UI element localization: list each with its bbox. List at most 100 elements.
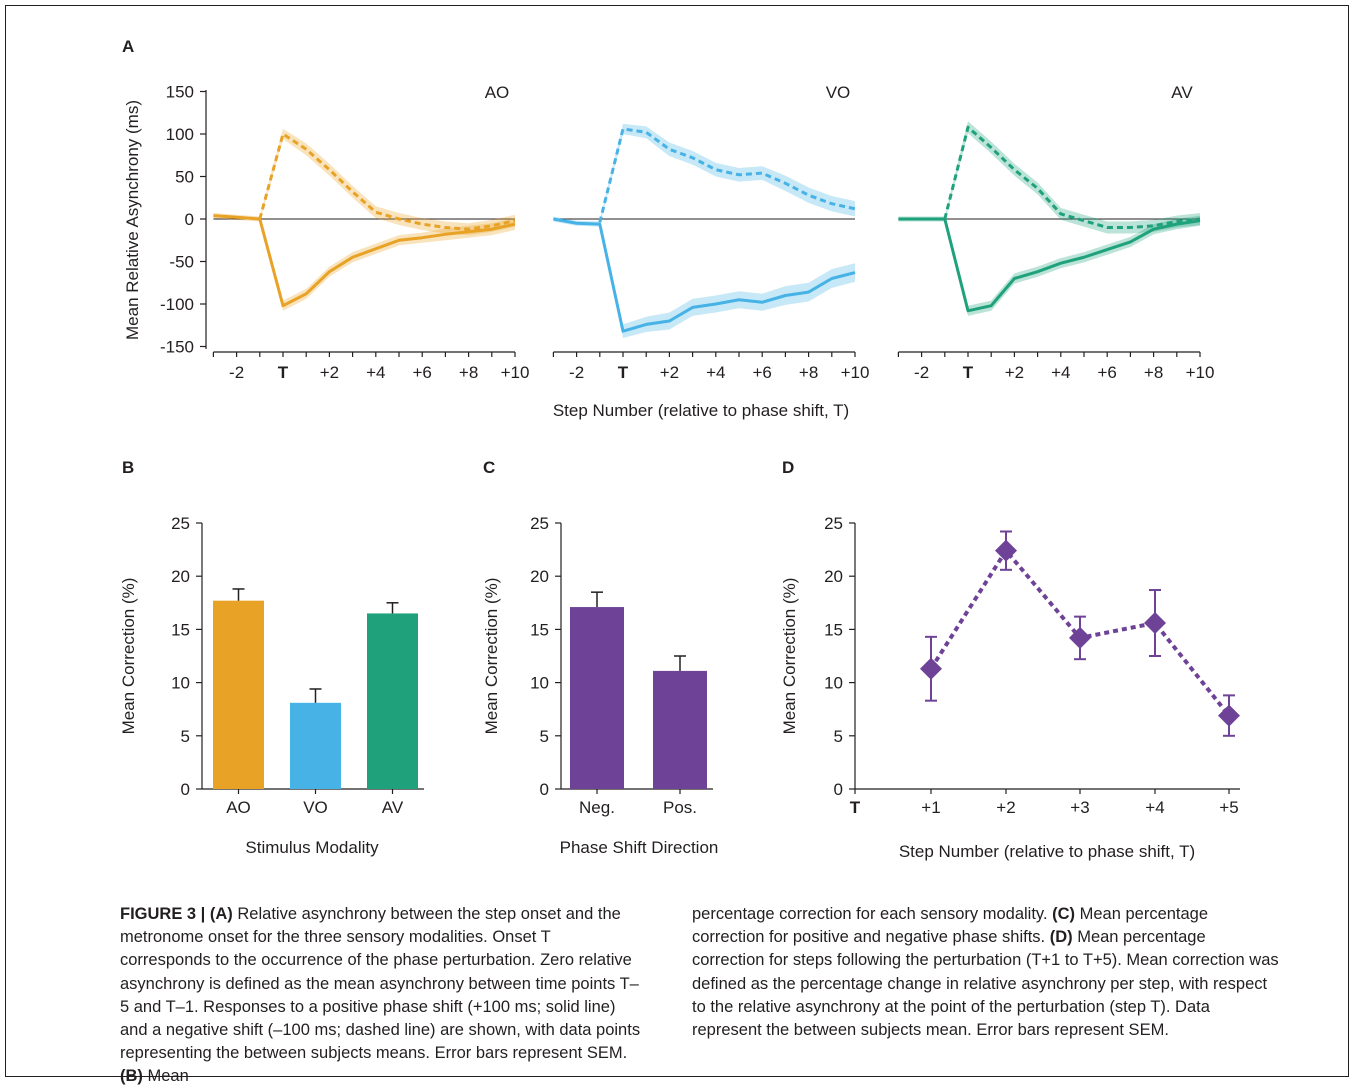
- y-tick-label: 10: [824, 674, 843, 693]
- panel-a-ytick-label: 50: [175, 168, 194, 187]
- panel-d-letter: D: [782, 458, 794, 477]
- x-tick-label: +6: [413, 363, 432, 382]
- y-tick-label: 15: [171, 620, 190, 639]
- subplot-title: VO: [826, 83, 851, 102]
- x-tick-label: +4: [366, 363, 385, 382]
- figure-frame: [5, 5, 1349, 1077]
- bar-av: [367, 613, 418, 789]
- sem-band-solid: [213, 213, 515, 311]
- panel-a-letter: A: [122, 37, 134, 56]
- x-tick-label: +8: [459, 363, 478, 382]
- panel-a-ytick-label: 150: [166, 83, 194, 102]
- panel-a-subplot-ao: -2 T +2 +4 +6 +8 +10 AO: [212, 83, 530, 382]
- y-tick-label: 25: [824, 514, 843, 533]
- figure-label: FIGURE 3 |: [120, 905, 206, 923]
- x-tick-label: +4: [1145, 798, 1164, 817]
- y-tick-label: 20: [171, 567, 190, 586]
- bar-ao: [213, 600, 264, 789]
- panel-b-chart: 25 20 15 10 5 0 AO VO AV: [171, 514, 424, 817]
- panel-a-ytick-label: -150: [160, 338, 194, 357]
- panel-b-letter: B: [122, 458, 134, 477]
- x-tick-label: +2: [320, 363, 339, 382]
- panel-a-ytick-label: -50: [169, 253, 194, 272]
- panel-a-plots: -2 T +2 +4 +6 +8 +10 AO -2 T +2 +4 +6 +8 +10 VO -2 T +2 +4 +…: [212, 83, 1215, 382]
- panel-c-chart: 25 20 15 10 5 0 Neg. Pos.: [530, 514, 713, 817]
- caption-b-tag: (B): [120, 1067, 143, 1086]
- subplot-title: AO: [485, 83, 510, 102]
- panel-c-letter: C: [483, 458, 495, 477]
- diamond-marker: [995, 539, 1017, 562]
- x-tick-label: +10: [501, 363, 530, 382]
- diamond-marker: [1144, 612, 1166, 635]
- x-tick-label: -2: [914, 363, 929, 382]
- x-tick-label: +10: [1186, 363, 1215, 382]
- panel-c-ylabel: Mean Correction (%): [482, 578, 501, 735]
- y-tick-label: 20: [824, 567, 843, 586]
- caption-b-text-left: Mean: [142, 1067, 189, 1086]
- x-tick-label: T: [278, 363, 289, 382]
- x-tick-label: +2: [660, 363, 679, 382]
- x-tick-label: +8: [1144, 363, 1163, 382]
- x-tick-label: VO: [303, 798, 328, 817]
- panel-b-ylabel: Mean Correction (%): [119, 578, 138, 735]
- caption-a-text: Relative asynchrony between the step ons…: [120, 905, 641, 1063]
- caption-right-column: percentage correction for each sensory m…: [692, 903, 1282, 1042]
- panel-a-ytick-label: -100: [160, 295, 194, 314]
- panel-a-axes: 150 100 50 0 -50 -100 -150 Mean Relative Async…: [123, 83, 849, 421]
- series-line-dashed: [258, 132, 516, 231]
- caption-c-tag: (C): [1052, 905, 1076, 923]
- y-tick-label: 5: [540, 727, 549, 746]
- y-tick-label: 0: [834, 780, 843, 799]
- panel-b-xlabel: Stimulus Modality: [245, 838, 379, 857]
- y-tick-label: 5: [181, 727, 190, 746]
- y-tick-label: 20: [530, 567, 549, 586]
- sem-band-solid: [553, 216, 855, 338]
- diamond-marker: [1218, 704, 1240, 727]
- panel-d-ylabel: Mean Correction (%): [780, 578, 799, 735]
- panel-a-subplot-vo: -2 T +2 +4 +6 +8 +10 VO: [552, 83, 870, 382]
- series-line-solid: [213, 214, 516, 308]
- panel-a-xlabel: Step Number (relative to phase shift, T): [553, 401, 849, 420]
- x-tick-label: AV: [382, 798, 404, 817]
- y-tick-label: 5: [834, 727, 843, 746]
- y-tick-label: 25: [530, 514, 549, 533]
- sem-band-solid: [898, 215, 1200, 316]
- series-line-dashed: [598, 127, 856, 223]
- series-line-dashed: [943, 125, 1201, 229]
- caption-d-text: Mean percentage correction for steps fol…: [692, 928, 1279, 1040]
- caption-c-text: Mean percentage correction for positive …: [692, 905, 1209, 947]
- bar-vo: [290, 702, 341, 789]
- series-line-solid: [553, 217, 856, 333]
- x-tick-label: +2: [1005, 363, 1024, 382]
- x-tick-label: +4: [706, 363, 725, 382]
- caption-d-tag: (D): [1049, 928, 1073, 947]
- y-tick-label: 15: [824, 620, 843, 639]
- y-tick-label: 0: [181, 780, 190, 799]
- x-tick-label: +8: [799, 363, 818, 382]
- x-tick-label: +10: [841, 363, 870, 382]
- x-tick-label: T: [963, 363, 974, 382]
- panel-d-xlabel: Step Number (relative to phase shift, T): [899, 842, 1195, 861]
- x-tick-label: +4: [1051, 363, 1070, 382]
- y-tick-label: 10: [530, 674, 549, 693]
- panel-c-xlabel: Phase Shift Direction: [560, 838, 719, 857]
- y-tick-label: 10: [171, 674, 190, 693]
- x-tick-label: Pos.: [663, 798, 697, 817]
- y-tick-label: 0: [540, 780, 549, 799]
- bar-pos: [653, 670, 707, 789]
- x-tick-label: +2: [996, 798, 1015, 817]
- panel-a-subplot-av: -2 T +2 +4 +6 +8 +10 AV: [897, 83, 1215, 382]
- y-tick-label: 15: [530, 620, 549, 639]
- bar-neg: [570, 607, 624, 789]
- caption-b-text: percentage correction for each sensory m…: [692, 905, 1053, 923]
- x-tick-label: +6: [1098, 363, 1117, 382]
- caption-left-column: FIGURE 3 | (A) Relative asynchrony betwe…: [120, 903, 645, 1089]
- panel-a-ylabel: Mean Relative Asynchrony (ms): [123, 100, 142, 340]
- sem-band-dashed: [599, 123, 855, 225]
- x-tick-label: +3: [1070, 798, 1089, 817]
- sem-band-dashed: [944, 121, 1200, 234]
- x-tick-label: T: [850, 798, 861, 817]
- x-tick-label: -2: [569, 363, 584, 382]
- x-tick-label: +6: [753, 363, 772, 382]
